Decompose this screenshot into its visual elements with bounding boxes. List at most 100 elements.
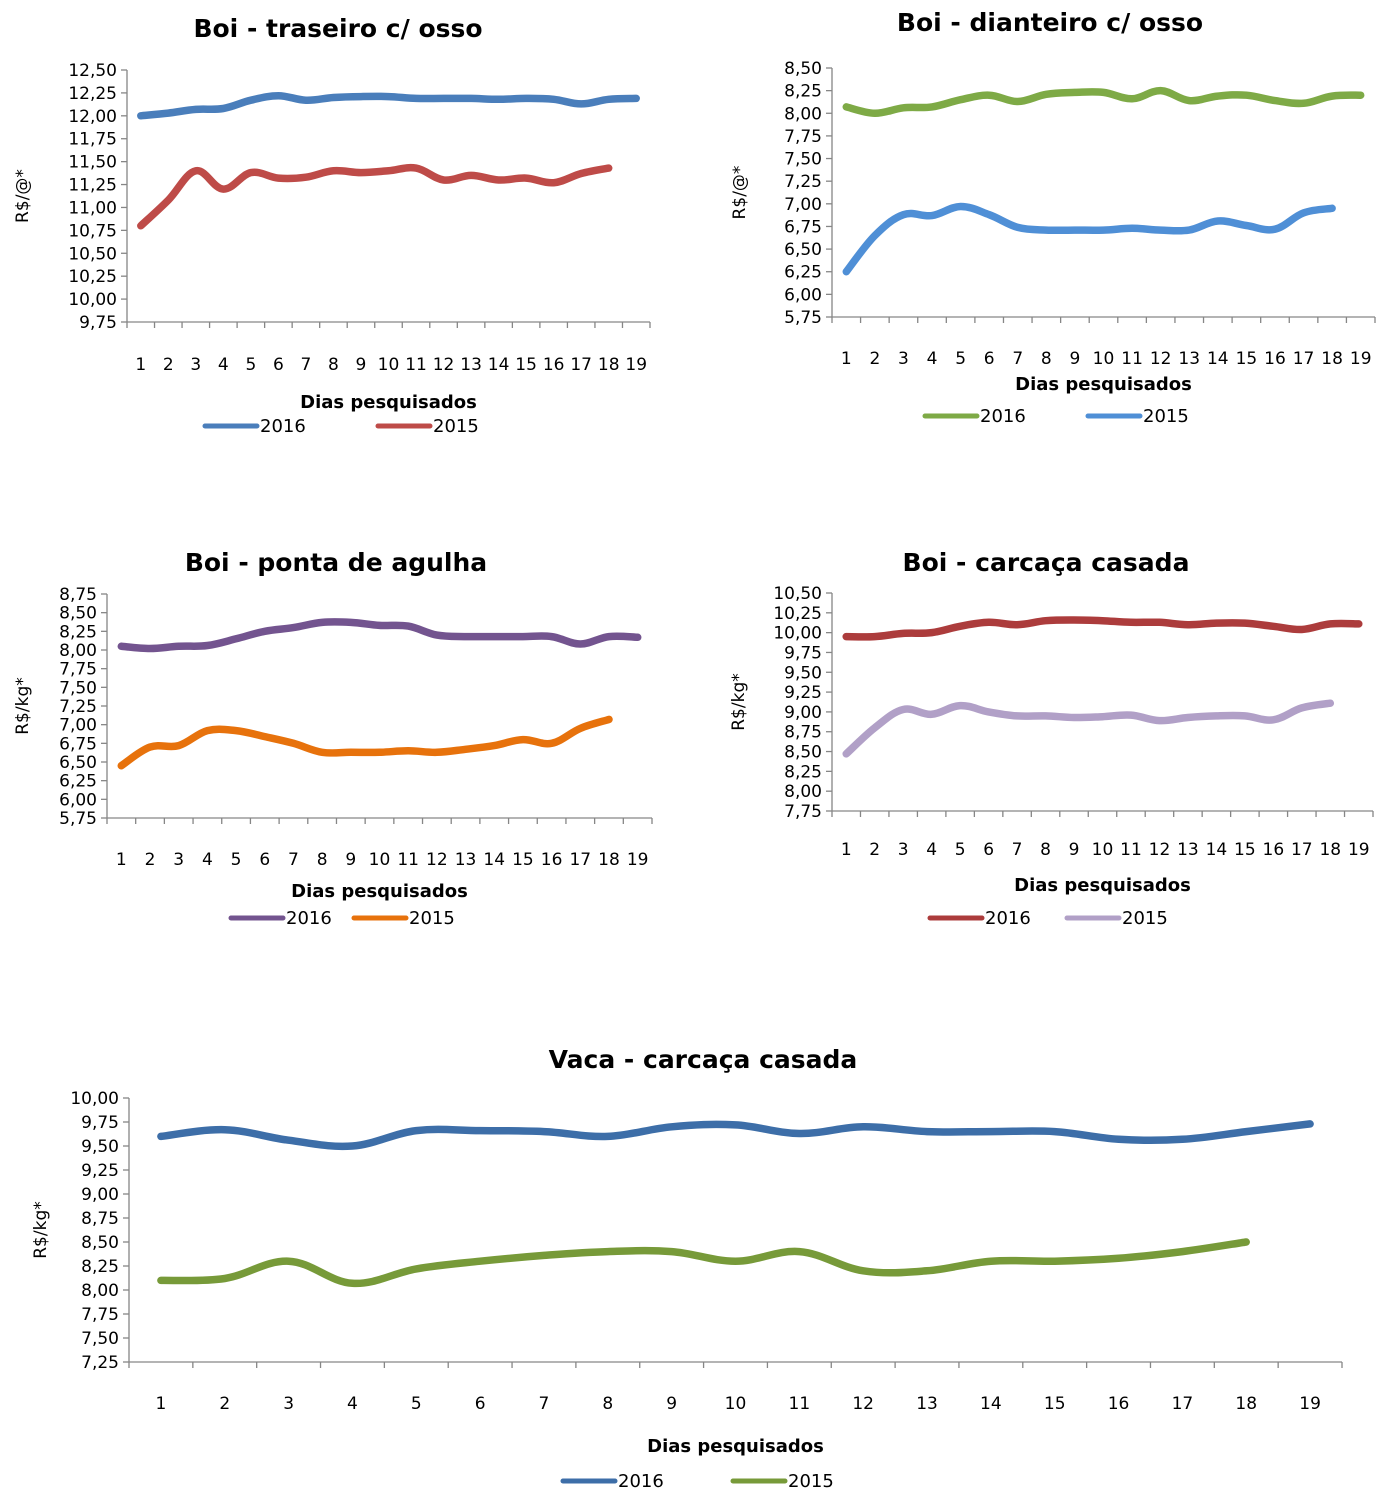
chart-1: Boi - traseiro c/ osso 9,75 10,00 10,25 10,5…: [13, 14, 651, 437]
x-tick-label: 2: [869, 349, 880, 369]
y-tick-label: 8,00: [81, 1281, 119, 1301]
x-tick-label: 1: [156, 1394, 167, 1414]
x-tick-label: 2: [163, 355, 174, 375]
y-tick-label: 7,25: [59, 697, 97, 717]
series-line-2015: [137, 163, 613, 230]
y-tick-label: 7,50: [59, 678, 97, 698]
legend-label-2016: 2016: [286, 908, 332, 929]
chart-3: Boi - ponta de agulha 5,756,006,256,506,7…: [13, 548, 653, 929]
y-tick-label: 10,50: [68, 244, 117, 264]
x-tick-label: 11: [397, 850, 419, 870]
x-tick-label: 10: [369, 850, 391, 870]
series-line-2015: [842, 202, 1336, 276]
chart-5: Vaca - carcaça casada 7,25 7,50 7,75 8,00 8,2…: [31, 1045, 1343, 1492]
y-tick-label: 6,75: [784, 217, 822, 237]
x-tick-label: 19: [1348, 840, 1370, 860]
x-tick-label: 3: [898, 840, 909, 860]
y-tick-label: 11,50: [68, 153, 117, 173]
y-axis-label: R$/@*: [13, 169, 33, 223]
y-tick-label: 8,75: [81, 1209, 119, 1229]
x-tick-label: 14: [1207, 349, 1229, 369]
x-tick-label: 2: [869, 840, 880, 860]
x-axis-label: Dias pesquisados: [291, 881, 468, 902]
y-tick-label: 8,00: [784, 104, 822, 124]
x-tick-label: 8: [1040, 840, 1051, 860]
chart-title: Boi - dianteiro c/ osso: [897, 8, 1203, 37]
x-tick-label: 15: [1044, 1394, 1066, 1414]
x-tick-label: 14: [483, 850, 505, 870]
legend-label-2015: 2015: [433, 416, 479, 437]
y-tick-label: 10,00: [70, 1089, 119, 1109]
x-tick-label: 4: [926, 840, 937, 860]
x-tick-label: 5: [231, 850, 242, 870]
x-tick-label: 7: [1012, 349, 1023, 369]
x-tick-label: 5: [245, 355, 256, 375]
x-tick-label: 4: [202, 850, 213, 870]
x-tick-label: 16: [1108, 1394, 1130, 1414]
x-tick-label: 17: [1291, 840, 1313, 860]
series-line-2016: [842, 616, 1363, 641]
x-tick-label: 7: [288, 850, 299, 870]
y-tick-label: 7,25: [81, 1353, 119, 1373]
y-tick-label: 5,75: [59, 809, 97, 829]
y-tick-label: 6,50: [784, 240, 822, 260]
x-tick-label: 5: [955, 840, 966, 860]
chart-title: Vaca - carcaça casada: [549, 1045, 858, 1074]
x-tick-label: 1: [116, 850, 127, 870]
y-tick-label: 6,00: [784, 285, 822, 305]
y-tick-label: 12,25: [68, 84, 117, 104]
x-tick-label: 5: [411, 1394, 422, 1414]
y-tick-label: 7,75: [81, 1305, 119, 1325]
x-tick-label: 16: [1264, 349, 1286, 369]
x-tick-label: 18: [1321, 349, 1343, 369]
y-tick-label: 7,00: [59, 716, 97, 736]
x-tick-label: 8: [602, 1394, 613, 1414]
y-tick-label: 8,50: [59, 604, 97, 624]
x-tick-label: 10: [725, 1394, 747, 1414]
x-tick-label: 14: [1206, 840, 1228, 860]
x-tick-label: 3: [283, 1394, 294, 1414]
x-tick-label: 12: [433, 355, 455, 375]
x-axis-label: Dias pesquisados: [647, 1436, 824, 1457]
x-tick-label: 19: [1350, 349, 1372, 369]
x-tick-label: 8: [328, 355, 339, 375]
y-tick-label: 7,75: [784, 802, 822, 822]
y-axis-label: R$/kg*: [729, 673, 749, 731]
x-tick-label: 4: [218, 355, 229, 375]
x-tick-label: 3: [173, 850, 184, 870]
y-tick-label: 8,25: [81, 1257, 119, 1277]
x-tick-label: 19: [1299, 1394, 1321, 1414]
x-tick-label: 11: [789, 1394, 811, 1414]
x-tick-label: 9: [1069, 840, 1080, 860]
x-tick-label: 18: [1319, 840, 1341, 860]
legend-label-2015: 2015: [1122, 908, 1168, 929]
y-tick-label: 5,75: [784, 308, 822, 328]
x-tick-label: 5: [955, 349, 966, 369]
x-tick-label: 3: [898, 349, 909, 369]
x-tick-label: 19: [625, 355, 647, 375]
x-tick-label: 6: [984, 349, 995, 369]
chart-title: Boi - carcaça casada: [903, 548, 1190, 577]
x-tick-label: 4: [927, 349, 938, 369]
x-tick-label: 15: [512, 850, 534, 870]
y-tick-label: 8,75: [59, 585, 97, 605]
chart-title: Boi - ponta de agulha: [185, 548, 487, 577]
x-tick-label: 9: [356, 355, 367, 375]
x-tick-label: 10: [378, 355, 400, 375]
x-tick-label: 12: [852, 1394, 874, 1414]
y-tick-label: 8,50: [81, 1233, 119, 1253]
x-tick-label: 17: [1172, 1394, 1194, 1414]
x-tick-label: 10: [1093, 349, 1115, 369]
y-tick-label: 8,00: [784, 782, 822, 802]
y-tick-label: 9,50: [784, 663, 822, 683]
y-tick-label: 11,00: [68, 198, 117, 218]
x-tick-label: 11: [1120, 840, 1142, 860]
x-tick-label: 13: [1178, 349, 1200, 369]
x-tick-label: 7: [539, 1394, 550, 1414]
y-tick-label: 7,75: [784, 127, 822, 147]
x-tick-label: 12: [1150, 349, 1172, 369]
y-tick-label: 9,25: [81, 1161, 119, 1181]
series-line-2015: [842, 699, 1335, 758]
x-tick-label: 12: [1149, 840, 1171, 860]
